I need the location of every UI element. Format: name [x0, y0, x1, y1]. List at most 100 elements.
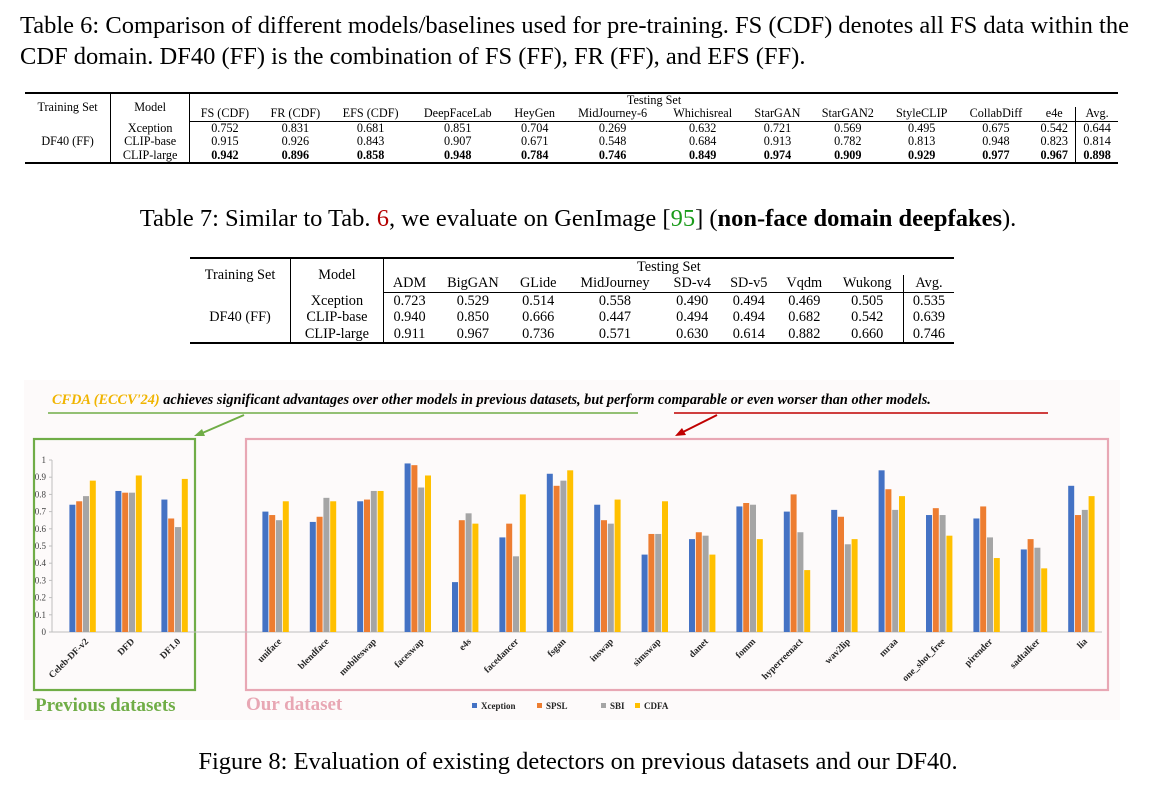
table7-value-cell: 0.666 — [522, 309, 555, 326]
table6-value-cell: 0.974 — [744, 148, 811, 165]
bar-spsl-mraa — [885, 489, 892, 632]
bar-cdfa-Celeb-DF-v2 — [89, 480, 96, 632]
bar-spsl-danet — [695, 532, 702, 632]
table6-value-cell: 0.896 — [259, 148, 331, 165]
legend-label: SPSL — [546, 701, 568, 711]
table7-caption: Table 7: Similar to Tab. 6, we evaluate … — [139, 205, 1017, 232]
legend-swatch — [635, 703, 640, 708]
our-dataset-label: Our dataset — [246, 694, 343, 715]
bar-cdfa-mraa — [899, 496, 905, 632]
bar-cdfa-facedancer — [519, 494, 526, 632]
bar-spsl-uniface — [269, 515, 276, 632]
table7-value-cell: 0.736 — [510, 325, 566, 345]
table-ref-link[interactable]: 6 — [376, 205, 389, 232]
x-tick-label: faceswap — [393, 637, 426, 670]
bar-xception-mraa — [878, 470, 885, 632]
table6-header-model: Model — [110, 91, 191, 122]
legend-swatch — [537, 703, 542, 708]
table7-value-cell: 0.639 — [912, 309, 946, 326]
table7-col-header: SD-v5 — [720, 275, 778, 293]
table7-value-cell: 0.529 — [456, 292, 489, 309]
bar-xception-faceswap — [404, 463, 411, 632]
bar-cdfa-faceswap — [425, 475, 431, 632]
table7-header-training-set: Training Set — [190, 256, 292, 293]
table7-col-header: Vqdm — [777, 275, 832, 293]
table-row: DF40 (FF) Xception 0.723 0.529 0.514 0.558 0.4… — [190, 292, 954, 345]
bar-cdfa-e4s — [472, 523, 479, 632]
figure8: CFDA (ECCV'24) achieves significant adva… — [24, 380, 1120, 720]
bar-spsl-e4s — [458, 520, 465, 632]
table6-value-cell: 0.851 — [444, 120, 472, 135]
table7-col-header: MidJourney — [565, 275, 664, 293]
table6-caption: Table 6: Comparison of different models/… — [20, 12, 1129, 70]
table7-value-cell: 0.911 — [383, 325, 436, 345]
table6-value-cell: 0.948 — [410, 148, 506, 165]
y-tick-label: 0.7 — [35, 507, 47, 517]
table6-col-header: MidJourney-6 — [564, 107, 662, 122]
citation-link[interactable]: 95 — [670, 205, 696, 232]
bar-spsl-lia — [1075, 515, 1081, 632]
bar-chart: Previous datasets Our dataset 0 0.1 0.2 0.3… — [32, 412, 1110, 716]
table7-value-cell: 0.469 — [788, 292, 821, 309]
table6-col-header: StarGAN — [744, 107, 811, 122]
bar-cdfa-DF1.0 — [181, 478, 188, 632]
bar-spsl-simswap — [648, 533, 655, 632]
x-tick-label: facedancer — [483, 637, 522, 676]
bar-sbi-one_shot_free — [939, 515, 946, 632]
bar-cdfa-fsgan — [567, 470, 574, 632]
table6: Training Set Model Testing Set FS (CDF) F… — [25, 91, 1118, 165]
table6-col-header: Whichisreal — [661, 107, 745, 122]
bar-sbi-hyperreenact — [797, 532, 804, 632]
table7-training-set: DF40 (FF) — [190, 292, 292, 345]
bar-spsl-inswap — [601, 520, 607, 632]
bar-spsl-sadtalker — [1027, 539, 1034, 632]
x-tick-label: pirender — [963, 636, 996, 669]
bar-cdfa-inswap — [614, 499, 621, 632]
bar-sbi-wav2lip — [844, 544, 851, 632]
table7-col-header: Avg. — [903, 275, 954, 293]
bar-sbi-simswap — [655, 533, 662, 632]
bar-cdfa-fomm — [756, 539, 763, 632]
bar-sbi-Celeb-DF-v2 — [83, 496, 89, 632]
table6-col-header: EFS (CDF) — [330, 107, 411, 122]
bar-spsl-facedancer — [506, 523, 513, 632]
bar-spsl-DF1.0 — [168, 518, 175, 632]
bar-cdfa-uniface — [282, 501, 289, 632]
table6-value-cell: 0.843 — [356, 134, 385, 149]
table7-col-header: Wukong — [831, 275, 904, 293]
table6-value-cell: 0.814 — [1083, 134, 1111, 149]
previous-datasets-label: Previous datasets — [35, 695, 176, 716]
table6-value-cell: 0.784 — [505, 148, 565, 165]
bar-xception-inswap — [594, 504, 601, 632]
y-tick-label: 0.9 — [35, 472, 47, 482]
x-tick-label: blendface — [297, 637, 332, 672]
table7-value-cell: 0.746 — [903, 325, 954, 345]
table7-value-cell: 0.447 — [598, 309, 632, 326]
x-tick-label: one_shot_free — [901, 637, 948, 684]
table6-col-header: StarGAN2 — [810, 107, 885, 122]
table7-value-cell: 0.682 — [788, 309, 821, 326]
bar-xception-fsgan — [546, 473, 553, 632]
bar-spsl-pirender — [980, 506, 987, 632]
bar-cdfa-wav2lip — [851, 539, 858, 632]
x-tick-label: e4s — [458, 637, 474, 653]
table6-value-cell: 0.898 — [1075, 148, 1118, 165]
table6-model-cell: CLIP-large — [110, 148, 191, 165]
table7-col-header: GLide — [510, 275, 566, 293]
table6-header-training-set: Training Set — [25, 91, 112, 122]
table7-value-cell: 0.558 — [598, 292, 632, 309]
table7-value-cell: 0.723 — [393, 292, 426, 309]
bar-xception-wav2lip — [831, 509, 838, 632]
table6-training-set: DF40 (FF) — [25, 121, 112, 165]
bar-cdfa-hyperreenact — [804, 570, 811, 632]
table6-value-cell: 0.548 — [598, 134, 627, 149]
table6-value-cell: 0.269 — [598, 120, 627, 135]
table7-col-header: SD-v4 — [663, 275, 721, 293]
bar-xception-sadtalker — [1020, 549, 1027, 632]
table6-model-cell: Xception — [110, 121, 191, 136]
table6-value-cell: 0.746 — [564, 148, 662, 165]
bar-sbi-uniface — [276, 520, 282, 632]
x-tick-label: wav2lip — [823, 637, 852, 666]
bar-spsl-blendface — [316, 516, 323, 632]
table7-value-cell: 0.850 — [456, 309, 489, 326]
